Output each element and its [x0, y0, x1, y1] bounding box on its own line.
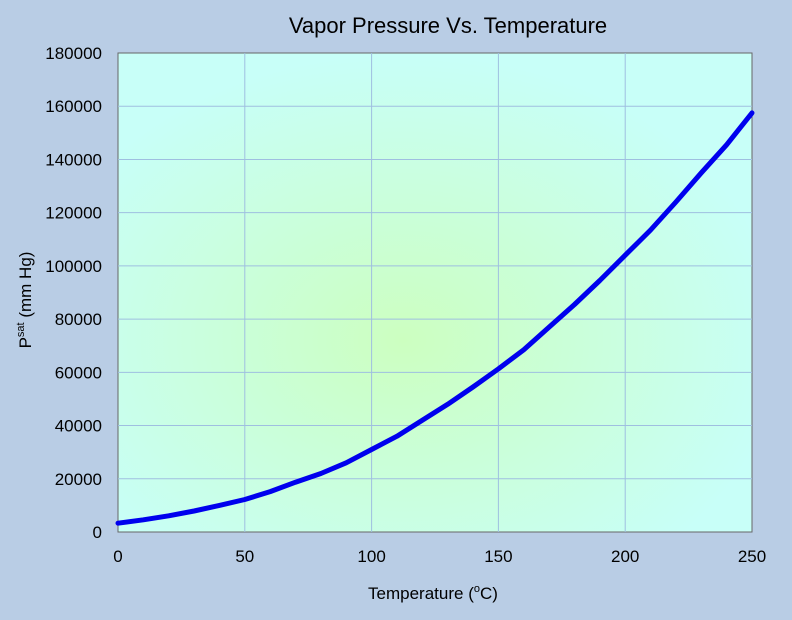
x-tick-label: 250: [738, 547, 766, 566]
x-axis-unit-sup: o: [474, 583, 480, 595]
y-tick-label: 160000: [45, 97, 102, 116]
y-tick-label: 120000: [45, 204, 102, 223]
y-tick-label: 80000: [55, 310, 102, 329]
y-axis-label-sup: sat: [15, 322, 27, 337]
y-axis-label: Psat (mm Hg): [15, 252, 35, 349]
x-axis-unit-open: (: [468, 584, 474, 603]
plot-area: [117, 52, 753, 533]
chart-title: Vapor Pressure Vs. Temperature: [289, 13, 607, 38]
y-axis-label-rest: (mm Hg): [16, 252, 35, 323]
vapor-pressure-series-line: [115, 110, 755, 526]
x-axis-unit-rest: C): [480, 584, 498, 603]
y-tick-label: 100000: [45, 257, 102, 276]
y-tick-label: 40000: [55, 417, 102, 436]
x-tick-labels: 0 50 100 150 200 250: [113, 547, 766, 566]
y-tick-label: 180000: [45, 44, 102, 63]
y-tick-label: 0: [93, 523, 102, 542]
y-axis-label-main: P: [16, 337, 35, 348]
y-gridlines: [118, 105, 752, 480]
y-tick-label: 60000: [55, 363, 102, 382]
x-tick-label: 50: [235, 547, 254, 566]
y-tick-label: 140000: [45, 150, 102, 169]
x-axis-label-text: Temperature: [368, 584, 463, 603]
x-axis-label: Temperature (oC): [368, 583, 498, 603]
x-tick-label: 0: [113, 547, 122, 566]
y-tick-labels: 0 20000 40000 60000 80000 100000 120000 140000 1…: [45, 44, 102, 542]
x-tick-label: 150: [484, 547, 512, 566]
y-tick-label: 20000: [55, 470, 102, 489]
x-tick-label: 200: [611, 547, 639, 566]
x-tick-label: 100: [357, 547, 385, 566]
